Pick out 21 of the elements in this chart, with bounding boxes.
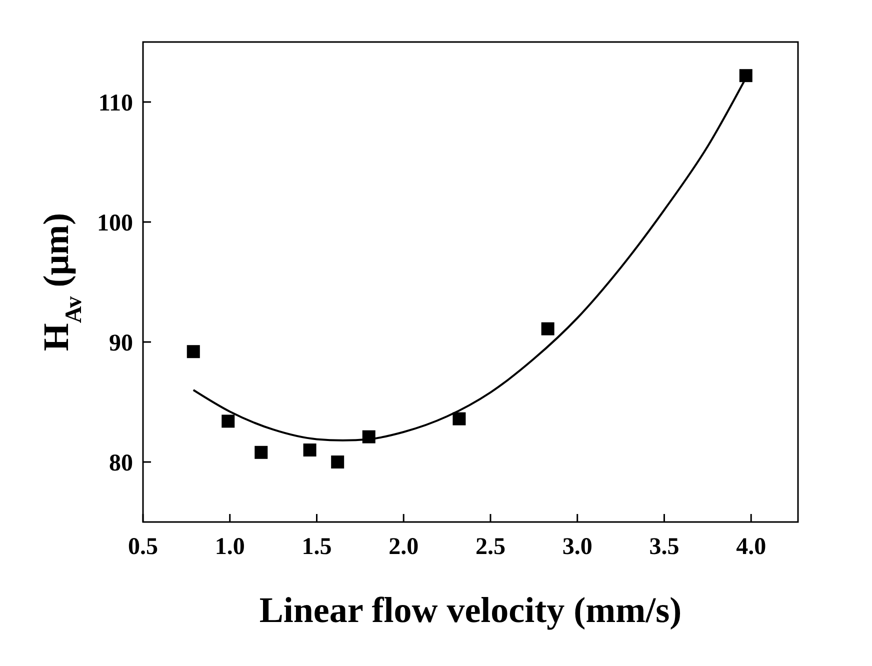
point: [541, 322, 554, 336]
x-tick-label: 3.0: [562, 534, 592, 560]
x-tick-label: 0.5: [128, 534, 158, 560]
point: [331, 456, 344, 468]
point: [452, 412, 466, 426]
point: [739, 69, 752, 82]
x-tick-label: 2.0: [388, 534, 419, 560]
x-axis-title: Linear flow velocity (mm/s): [259, 590, 682, 630]
point: [186, 345, 200, 358]
x-tick-label: 1.5: [302, 534, 332, 560]
point: [254, 446, 268, 459]
y-tick-label: 110: [98, 90, 133, 116]
x-tick-label: 1.0: [214, 534, 245, 560]
y-tick-label: 100: [97, 210, 133, 236]
y-tick-label: 80: [109, 450, 133, 476]
y-tick-label: 90: [109, 330, 133, 356]
point: [303, 444, 316, 456]
x-tick-label: 2.5: [475, 534, 506, 560]
x-tick-label: 3.5: [649, 534, 680, 560]
x-tick-label: 4.0: [736, 534, 766, 560]
point: [222, 414, 235, 428]
